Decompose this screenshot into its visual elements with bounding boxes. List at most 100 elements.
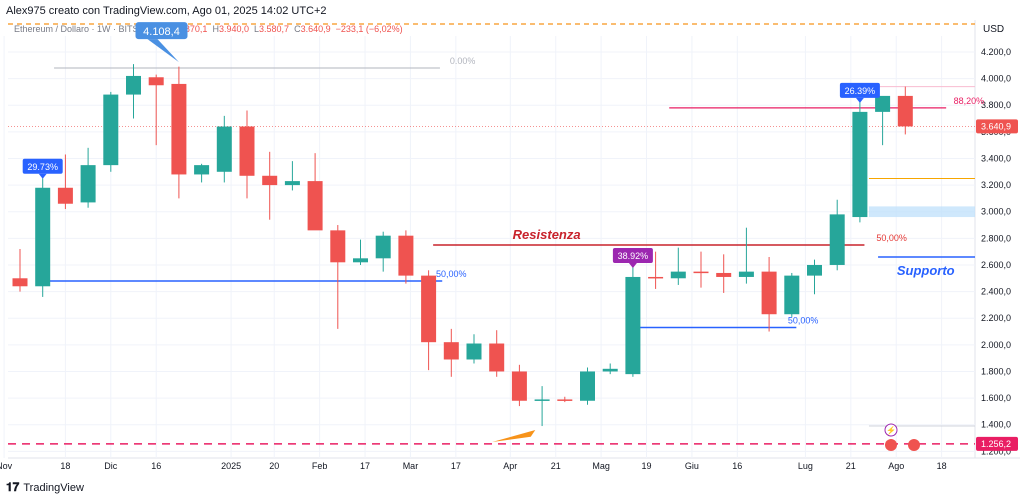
x-tick-label: 21 (846, 461, 856, 471)
candle-body (807, 264, 822, 276)
candle-body (852, 111, 868, 218)
candle-body (57, 187, 73, 204)
y-tick-label: 4.000,0 (981, 74, 1011, 84)
fib-level-label: 50,00% (788, 316, 819, 326)
candle-body (489, 343, 505, 372)
y-tick-label: 4.200,0 (981, 47, 1011, 57)
candle-body (239, 126, 255, 176)
resistance-label: Resistenza (513, 227, 581, 242)
x-tick-label: 2025 (221, 461, 241, 471)
lightning-glyph: ⚡ (886, 425, 896, 435)
y-tick-label: 2.000,0 (981, 340, 1011, 350)
x-tick-label: 20 (269, 461, 279, 471)
candle-body (602, 368, 618, 372)
candle-body (126, 75, 141, 95)
candle-body (897, 95, 913, 127)
orange-arrow-icon (492, 430, 536, 443)
x-tick-label: 17 (360, 461, 370, 471)
x-tick-label: Apr (503, 461, 517, 471)
pct-badge-pointer (38, 173, 47, 179)
candle-body (12, 278, 28, 287)
x-tick-label: Mag (592, 461, 610, 471)
pct-badge-pointer (855, 97, 864, 103)
candle-body (216, 126, 232, 172)
pct-badge (612, 247, 653, 263)
y-tick-label: 3.200,0 (981, 180, 1011, 190)
fib-level-label: 50,00% (876, 233, 907, 243)
candle-body (307, 181, 323, 231)
current-price-label: 3.640,9 (981, 121, 1011, 131)
candle-body (784, 275, 800, 315)
y-tick-label: 1.200,0 (981, 446, 1011, 456)
pct-badge-label: 26.39% (845, 86, 876, 96)
candle-body (443, 342, 459, 360)
candle-body (557, 399, 573, 401)
us-flag-icon (885, 439, 897, 451)
pct-badge (839, 82, 880, 98)
candle-body (375, 235, 391, 259)
candle-body (716, 272, 732, 277)
pct-badge-label: 29.73% (27, 162, 58, 172)
support-label: Supporto (897, 263, 955, 278)
low-price-label: 1.256,2 (981, 439, 1011, 449)
y-tick-label: 3.400,0 (981, 153, 1011, 163)
candle-body (353, 258, 368, 263)
candle-body (648, 276, 664, 279)
x-tick-label: Mar (403, 461, 419, 471)
candle-body (580, 371, 595, 401)
footer-brand[interactable]: TradingView (23, 481, 84, 494)
candle-body (875, 95, 891, 112)
tradingview-logo-icon[interactable]: 𝟏𝟕 (6, 480, 20, 494)
candle-body (466, 343, 482, 360)
candle-body (330, 230, 346, 263)
symbol-name[interactable]: Ethereum / Dollaro · 1W · BITSTAMP (14, 24, 163, 34)
candle-body (738, 271, 754, 277)
lightning-icon (884, 423, 898, 437)
change-value: −233,1 (−6,02%) (335, 24, 403, 34)
y-tick-label: 2.600,0 (981, 260, 1011, 270)
candle-body (398, 235, 414, 276)
low-price-tag (976, 436, 1018, 451)
candle-body (35, 187, 51, 287)
footer: 𝟏𝟕 TradingView (6, 480, 84, 495)
low-value: 3.580,7 (259, 24, 290, 34)
y-tick-label: 1.400,0 (981, 420, 1011, 430)
x-tick-label: 16 (151, 461, 161, 471)
candle-body (511, 371, 527, 401)
us-flag-icon (908, 439, 920, 451)
high-value: 3.940,0 (218, 24, 249, 34)
open-value: 3.870,1 (177, 24, 208, 34)
y-tick-label: 1.800,0 (981, 366, 1011, 376)
y-tick-label: 3.000,0 (981, 207, 1011, 217)
blue-zone (868, 206, 975, 218)
pct-badge (22, 158, 63, 174)
x-tick-label: Ago (888, 461, 904, 471)
candle-body (829, 214, 845, 265)
x-tick-label: Nov (0, 461, 13, 471)
candle-body (761, 271, 777, 315)
candle-body (625, 276, 641, 375)
x-tick-label: 19 (642, 461, 652, 471)
y-tick-label: 1.600,0 (981, 393, 1011, 403)
candle-body (262, 175, 278, 186)
high-callout-label: 4.108,4 (143, 26, 180, 38)
candle-body (194, 165, 210, 175)
candle-body (421, 275, 437, 343)
pct-badge-label: 38.92% (618, 251, 649, 261)
currency-label: USD (983, 24, 1005, 35)
chart-header: Alex975 creato con TradingView.com, Ago … (6, 5, 327, 17)
candle-body (534, 399, 550, 401)
x-tick-label: Dic (104, 461, 117, 471)
x-tick-label: Lug (798, 461, 813, 471)
y-tick-label: 2.800,0 (981, 233, 1011, 243)
candle-body (80, 165, 96, 203)
x-tick-label: Giu (685, 461, 699, 471)
candle-body (693, 271, 709, 274)
x-tick-label: Feb (312, 461, 328, 471)
current-price-tag (976, 119, 1018, 134)
y-tick-label: 2.400,0 (981, 287, 1011, 297)
candle-body (148, 77, 164, 86)
candle-body (171, 83, 187, 175)
high-callout-pointer (147, 39, 179, 63)
